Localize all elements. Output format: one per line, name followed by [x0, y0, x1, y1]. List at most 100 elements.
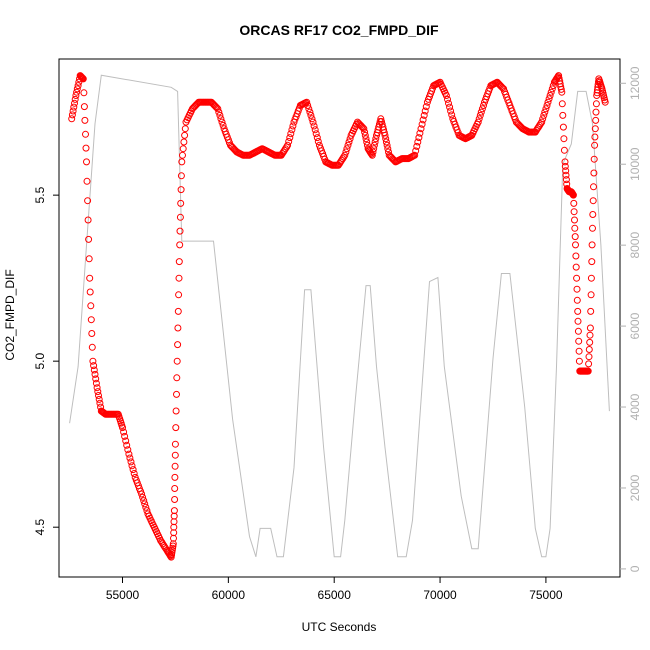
data-point: [307, 111, 315, 119]
data-point: [171, 496, 179, 503]
data-point: [121, 432, 129, 440]
data-point: [79, 75, 87, 83]
data-point: [127, 458, 135, 466]
data-point: [571, 216, 578, 224]
data-point: [174, 341, 182, 349]
data-point: [71, 99, 78, 107]
data-point: [304, 102, 312, 109]
data-point: [442, 92, 450, 99]
data-point: [178, 158, 186, 166]
data-point: [87, 316, 95, 324]
data-point: [415, 134, 423, 142]
data-point: [286, 134, 294, 142]
data-point: [138, 490, 146, 498]
data-point: [84, 216, 92, 224]
data-point: [562, 176, 570, 184]
data-point: [71, 95, 79, 103]
data-point: [573, 274, 581, 282]
data-point: [83, 158, 90, 166]
data-point: [369, 148, 377, 156]
data-point: [96, 399, 104, 407]
data-point: [92, 375, 100, 383]
data-point: [284, 141, 292, 149]
data-point: [571, 224, 579, 232]
data-point: [173, 357, 181, 365]
data-point: [213, 104, 221, 112]
data-point: [478, 105, 486, 113]
y-tick-label: 5.5: [33, 186, 47, 203]
data-point: [546, 92, 554, 99]
y2-tick-label: 0: [628, 565, 642, 572]
data-point: [554, 73, 562, 81]
data-point: [420, 111, 428, 119]
data-point: [382, 135, 390, 143]
data-point: [126, 454, 134, 462]
data-point: [574, 307, 582, 315]
data-point: [181, 131, 189, 139]
data-point: [562, 171, 570, 179]
data-point: [140, 497, 148, 505]
data-point: [499, 84, 506, 92]
data-point: [341, 151, 349, 159]
data-point: [308, 115, 316, 123]
data-point: [561, 162, 569, 170]
data-point: [547, 88, 555, 96]
data-point: [70, 103, 78, 111]
data-point: [412, 147, 420, 155]
data-point: [305, 105, 313, 113]
data-point: [95, 395, 103, 403]
data-point: [314, 138, 322, 145]
data-point: [586, 324, 594, 332]
x-axis: 55000 60000 65000 70000 75000: [106, 577, 563, 602]
data-point: [368, 151, 376, 159]
data-point: [538, 118, 546, 126]
data-point: [128, 462, 136, 470]
y-axis-right: 0 2000 4000 6000 8000 10000 12000: [620, 66, 642, 572]
data-point: [171, 462, 179, 470]
data-point: [217, 115, 225, 123]
data-point: [539, 115, 547, 123]
data-point: [84, 197, 92, 205]
data-point: [590, 155, 598, 163]
data-point: [359, 124, 367, 132]
data-point: [313, 134, 321, 142]
data-point: [559, 111, 567, 119]
data-point: [86, 274, 94, 282]
data-point: [310, 122, 318, 130]
data-point: [174, 324, 182, 332]
data-point: [93, 384, 101, 392]
data-point: [125, 450, 133, 458]
data-point: [119, 424, 126, 432]
data-point: [142, 503, 150, 511]
data-point: [574, 327, 582, 335]
data-point: [585, 360, 593, 368]
data-point: [497, 83, 505, 91]
x-tick-label: 65000: [318, 588, 352, 602]
data-point: [87, 302, 95, 310]
data-point: [289, 122, 297, 130]
data-point: [543, 102, 551, 109]
data-point: [82, 144, 90, 152]
data-point: [571, 233, 579, 241]
data-point: [592, 108, 600, 116]
data-point: [586, 338, 594, 346]
data-point: [175, 274, 183, 282]
data-point: [558, 100, 566, 108]
data-point: [531, 128, 539, 136]
data-point: [544, 98, 552, 106]
data-point: [422, 103, 430, 111]
data-point: [344, 141, 352, 149]
data-point: [589, 197, 597, 205]
data-point: [285, 138, 293, 145]
data-point: [591, 141, 599, 149]
data-point: [83, 177, 91, 185]
data-point: [476, 111, 484, 119]
data-point: [585, 346, 593, 353]
data-point: [592, 116, 600, 124]
data-point: [557, 85, 565, 93]
data-point: [448, 111, 456, 119]
data-point: [381, 131, 389, 139]
data-point: [179, 151, 186, 159]
data-point: [172, 407, 180, 415]
data-point: [177, 172, 185, 180]
